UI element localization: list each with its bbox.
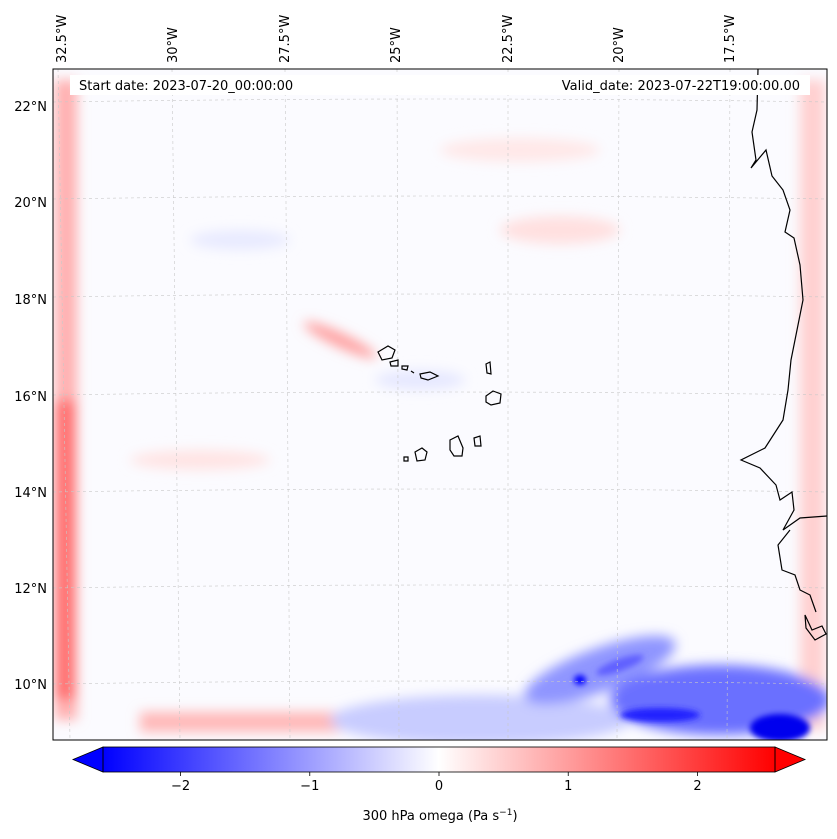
- lon-label: 20°W: [612, 27, 627, 63]
- cape-verde-islands: [377, 345, 502, 462]
- lon-label: 17.5°W: [723, 15, 738, 63]
- colorbar-tick-label: 1: [564, 779, 572, 794]
- lon-label: 25°W: [389, 27, 404, 63]
- lon-label: 27.5°W: [278, 15, 293, 63]
- negative-patch: [375, 370, 465, 390]
- colorbar-tick-label: −1: [300, 779, 319, 794]
- map-panel: Start date: 2023-07-20_00:00:00 Valid_da…: [53, 69, 827, 740]
- colorbar-tick-label: −2: [171, 779, 190, 794]
- map-frame: [52, 68, 828, 741]
- lat-label: 12°N: [14, 582, 47, 597]
- lat-label: 10°N: [14, 678, 47, 693]
- omega-field: [55, 80, 827, 740]
- colorbar-tick-label: 0: [435, 779, 443, 794]
- positive-streak: [303, 321, 377, 359]
- lon-label: 32.5°W: [55, 15, 70, 63]
- strong-negative-core: [574, 675, 586, 685]
- strong-negative-core: [620, 708, 700, 722]
- colorbar-label: 300 hPa omega (Pa s−1): [362, 808, 517, 824]
- gridlines: [53, 69, 827, 740]
- south-positive-band: [140, 712, 340, 732]
- positive-patch: [130, 450, 270, 470]
- valid-date-label: Valid_date: 2023-07-22T19:00:00.00: [562, 79, 800, 94]
- colorbar-ticks: −2 −1 0 1 2: [171, 772, 702, 794]
- negative-streak: [596, 654, 644, 676]
- lat-label: 18°N: [14, 293, 47, 308]
- lat-label: 22°N: [14, 100, 47, 115]
- start-date-label: Start date: 2023-07-20_00:00:00: [79, 79, 293, 94]
- lon-label: 22.5°W: [501, 15, 516, 63]
- colorbar-high-extend-arrow: [774, 746, 807, 773]
- lat-label: 20°N: [14, 196, 47, 211]
- east-edge-positive-band: [800, 80, 825, 730]
- longitude-labels: 32.5°W 30°W 27.5°W 25°W 22.5°W 20°W 17.5…: [55, 15, 738, 63]
- latitude-labels: 22°N 20°N 18°N 16°N 14°N 12°N 10°N: [14, 100, 47, 693]
- positive-patch: [500, 216, 620, 244]
- south-negative-region: [330, 695, 630, 740]
- colorbar-gradient: [103, 747, 775, 772]
- colorbar-low-extend-arrow: [71, 746, 104, 773]
- header-band: [70, 75, 810, 95]
- lat-label: 14°N: [14, 486, 47, 501]
- coastline: [739, 69, 827, 641]
- lat-label: 16°N: [14, 390, 47, 405]
- colorbar: −2 −1 0 1 2 300 hPa omega (Pa s−1): [71, 746, 807, 824]
- west-edge-strong-band: [55, 400, 75, 700]
- map-background: [53, 69, 827, 740]
- positive-patch: [440, 138, 600, 162]
- negative-patch: [190, 230, 290, 250]
- lon-label: 30°W: [166, 27, 181, 63]
- strong-negative-core: [750, 714, 810, 740]
- colorbar-tick-label: 2: [693, 779, 701, 794]
